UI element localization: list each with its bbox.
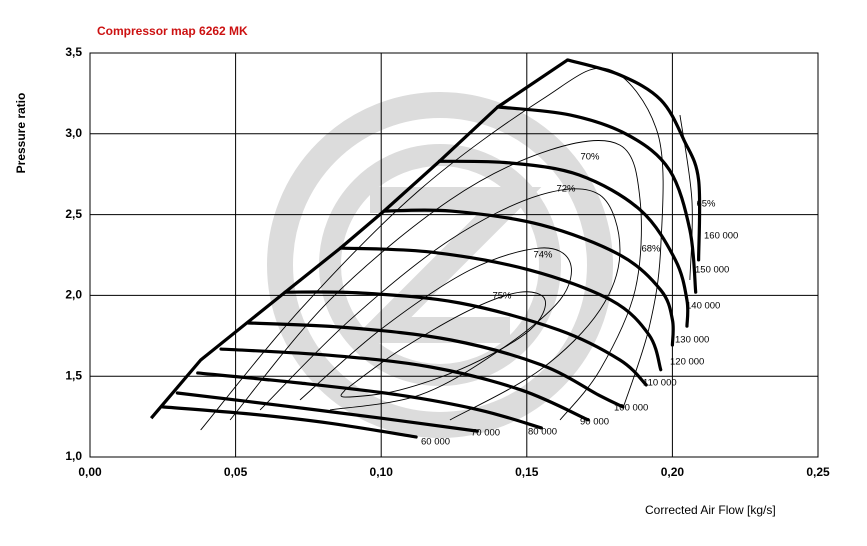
- speed-label: 140 000: [686, 301, 720, 312]
- efficiency-contour: [259, 188, 621, 421]
- speed-line: [283, 290, 648, 387]
- speed-label: 150 000: [695, 265, 729, 276]
- speed-label: 60 000: [421, 437, 450, 448]
- speed-label: 70 000: [471, 428, 500, 439]
- speed-label: 80 000: [528, 427, 557, 438]
- speed-label: 100 000: [614, 403, 648, 414]
- efficiency-contour: [340, 291, 546, 398]
- efficiency-label: 75%: [492, 291, 512, 302]
- efficiency-label: 74%: [533, 250, 553, 261]
- x-tick-label: 0,25: [806, 465, 830, 479]
- speed-line: [437, 159, 690, 328]
- y-axis-title: Pressure ratio: [14, 93, 28, 174]
- speed-line: [175, 391, 479, 433]
- efficiency-label: 68%: [641, 244, 661, 255]
- y-tick-label: 3,5: [65, 45, 82, 59]
- efficiency-contour: [679, 114, 693, 281]
- efficiency-contour: [229, 140, 642, 421]
- speed-line: [161, 405, 418, 439]
- speed-label: 130 000: [675, 335, 709, 346]
- efficiency-contour: [200, 67, 664, 431]
- x-tick-label: 0,00: [78, 465, 102, 479]
- x-tick-label: 0,15: [515, 465, 539, 479]
- efficiency-label: 70%: [580, 152, 600, 163]
- watermark-letter: [348, 187, 542, 343]
- y-tick-label: 2,5: [65, 207, 82, 221]
- speed-line: [496, 105, 698, 294]
- speed-label: 120 000: [670, 357, 704, 368]
- chart-title: Compressor map 6262 MK: [97, 24, 248, 38]
- efficiency-label: 72%: [556, 184, 576, 195]
- efficiency-label: 65%: [696, 199, 716, 210]
- speed-label: 110 000: [643, 378, 677, 389]
- y-tick-label: 2,0: [65, 288, 82, 302]
- x-tick-label: 0,20: [661, 465, 685, 479]
- speed-line: [219, 347, 590, 422]
- speed-line: [196, 371, 543, 430]
- x-tick-label: 0,05: [224, 465, 248, 479]
- speed-line: [382, 208, 675, 347]
- marks: [149, 58, 702, 439]
- plot-border: [89, 52, 819, 458]
- y-tick-label: 1,0: [65, 449, 82, 463]
- speed-line: [565, 58, 702, 262]
- speed-line: [245, 321, 625, 409]
- speed-label: 90 000: [580, 417, 609, 428]
- watermark-ring: [319, 144, 561, 386]
- x-tick-label: 0,10: [370, 465, 394, 479]
- speed-line: [338, 246, 663, 372]
- y-tick-label: 1,5: [65, 368, 82, 382]
- efficiency-contour: [299, 247, 572, 411]
- speed-label: 160 000: [704, 231, 738, 242]
- y-tick-label: 3,0: [65, 126, 82, 140]
- x-axis-title: Corrected Air Flow [kg/s]: [645, 503, 776, 517]
- surge-line: [149, 58, 569, 420]
- watermark: [267, 92, 613, 438]
